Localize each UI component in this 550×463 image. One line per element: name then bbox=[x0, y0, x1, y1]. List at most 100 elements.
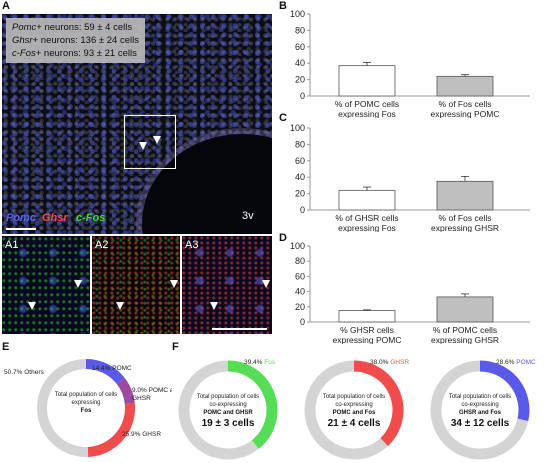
donut-chart-f2: Total population of cells co-expressing PO… bbox=[304, 359, 409, 460]
slice-label: 39.4% Fos bbox=[244, 359, 276, 366]
slice-label: 9.0% POMC and bbox=[132, 387, 172, 394]
donut-slice bbox=[37, 359, 89, 457]
panel-label-b: B bbox=[279, 0, 287, 12]
arrowhead-icon bbox=[210, 302, 218, 310]
donut-chart-e: Total population of cells expressing Fos 14… bbox=[4, 359, 172, 457]
bar bbox=[436, 75, 494, 97]
y-tick-label: 0 bbox=[300, 205, 305, 215]
donut-chart-f1: Total population of cells co-expressing PO… bbox=[178, 359, 278, 460]
category-label: % of POMC cells bbox=[335, 99, 399, 109]
y-tick-label: 20 bbox=[295, 302, 305, 312]
center-text: Total population of cells bbox=[55, 392, 117, 398]
y-tick-label: 0 bbox=[300, 317, 305, 327]
ventricle-label: 3v bbox=[242, 210, 254, 222]
donut-slice bbox=[353, 360, 404, 447]
y-tick-label: 60 bbox=[295, 271, 305, 281]
donut-slice bbox=[227, 360, 278, 449]
y-tick-label: 60 bbox=[295, 156, 305, 166]
category-label: % of POMC cells bbox=[433, 325, 497, 335]
bar bbox=[436, 296, 494, 323]
label-a3: A3 bbox=[185, 239, 199, 251]
bar bbox=[338, 65, 396, 97]
category-label: expressing Fos bbox=[338, 223, 396, 232]
legend-ghsr: Ghsr+ neurons: 136 ± 24 cells bbox=[12, 35, 139, 46]
bar bbox=[338, 189, 396, 211]
center-text: Total population of cells bbox=[197, 394, 259, 400]
arrowhead-icon bbox=[153, 136, 161, 144]
channel-ghsr: Ghsr bbox=[42, 212, 68, 224]
center-bold-text: GHSR and Fos bbox=[459, 410, 502, 416]
category-label: expressing GHSR bbox=[431, 335, 499, 344]
center-bold-text: Fos bbox=[81, 408, 92, 414]
center-bold-text: POMC and Fos bbox=[333, 410, 376, 416]
donut-slice bbox=[85, 359, 125, 385]
legend-pomc: Pomc+ neurons: 59 ± 4 cells bbox=[12, 22, 133, 33]
y-tick-label: 80 bbox=[295, 139, 305, 149]
center-text: Total population of cells bbox=[323, 394, 385, 400]
cell-count: 21 ± 4 cells bbox=[328, 418, 381, 429]
channel-cfos: c-Fos bbox=[76, 212, 106, 224]
center-bold-text: POMC and GHSR bbox=[203, 410, 253, 416]
micrograph-a: Pomc+ neurons: 59 ± 4 cells Ghsr+ neuron… bbox=[2, 14, 272, 234]
arrowhead-icon bbox=[28, 302, 36, 310]
y-tick-label: 0 bbox=[300, 91, 305, 101]
y-tick-label: 20 bbox=[295, 189, 305, 199]
category-label: % of GHSR cells bbox=[335, 213, 398, 223]
y-tick-label: 100 bbox=[290, 123, 305, 133]
donut-slice bbox=[87, 403, 135, 457]
scale-bar bbox=[212, 328, 267, 330]
y-tick-label: 100 bbox=[290, 241, 305, 251]
slice-label-colored: POMC bbox=[516, 359, 536, 366]
center-text: co-expressing bbox=[335, 402, 372, 408]
donut-slice bbox=[178, 360, 259, 460]
y-tick-label: 80 bbox=[295, 256, 305, 266]
panel-label-f: F bbox=[172, 341, 179, 353]
donut-slice bbox=[479, 360, 530, 422]
micrograph-a3: A3 bbox=[182, 236, 272, 334]
label-a1: A1 bbox=[5, 239, 19, 251]
arrowhead-icon bbox=[170, 280, 178, 288]
micrograph-a2: A2 bbox=[92, 236, 180, 334]
y-tick-label: 80 bbox=[295, 25, 305, 35]
slice-label-colored: GHSR bbox=[390, 359, 409, 366]
inset-box bbox=[124, 115, 176, 169]
category-label: expressing GHSR bbox=[431, 223, 499, 232]
cell-count: 19 ± 3 cells bbox=[202, 418, 255, 429]
category-label: expressing POMC bbox=[333, 335, 402, 344]
donut-chart-f3: Total population of cells co-expressing GH… bbox=[430, 359, 536, 460]
category-label: expressing POMC bbox=[431, 109, 500, 118]
category-label: expressing Fos bbox=[338, 109, 396, 118]
legend-cfos: c-Fos+ neurons: 93 ± 21 cells bbox=[12, 48, 137, 59]
arrowhead-icon bbox=[139, 142, 147, 150]
slice-label: 14.4% POMC bbox=[92, 365, 132, 372]
channel-pomc: Pomc bbox=[6, 212, 36, 224]
panel-label-c: C bbox=[279, 112, 287, 124]
slice-label: GHSR bbox=[132, 395, 151, 402]
y-tick-label: 40 bbox=[295, 58, 305, 68]
panel-label-e: E bbox=[2, 341, 10, 353]
category-label: % of Fos cells bbox=[439, 99, 492, 109]
center-text: co-expressing bbox=[461, 402, 498, 408]
slice-label: 50.7% Others bbox=[4, 369, 44, 376]
donut-slice bbox=[304, 360, 388, 460]
y-tick-label: 40 bbox=[295, 287, 305, 297]
donut-slice bbox=[430, 360, 529, 460]
scale-bar bbox=[6, 228, 36, 230]
center-text: co-expressing bbox=[209, 402, 246, 408]
label-a2: A2 bbox=[95, 239, 109, 251]
arrowhead-icon bbox=[262, 280, 270, 288]
panel-label-a: A bbox=[2, 0, 10, 12]
y-tick-label: 40 bbox=[295, 172, 305, 182]
bar bbox=[338, 310, 396, 323]
slice-label: 38.0% GHSR bbox=[370, 359, 409, 366]
y-tick-label: 60 bbox=[295, 42, 305, 52]
slice-label: 28.6% POMC bbox=[496, 359, 536, 366]
center-text: expressing bbox=[71, 400, 100, 406]
cell-count-legend: Pomc+ neurons: 59 ± 4 cells Ghsr+ neuron… bbox=[6, 18, 145, 63]
category-label: % of Fos cells bbox=[439, 213, 492, 223]
y-tick-label: 100 bbox=[290, 9, 305, 19]
arrowhead-icon bbox=[74, 280, 82, 288]
